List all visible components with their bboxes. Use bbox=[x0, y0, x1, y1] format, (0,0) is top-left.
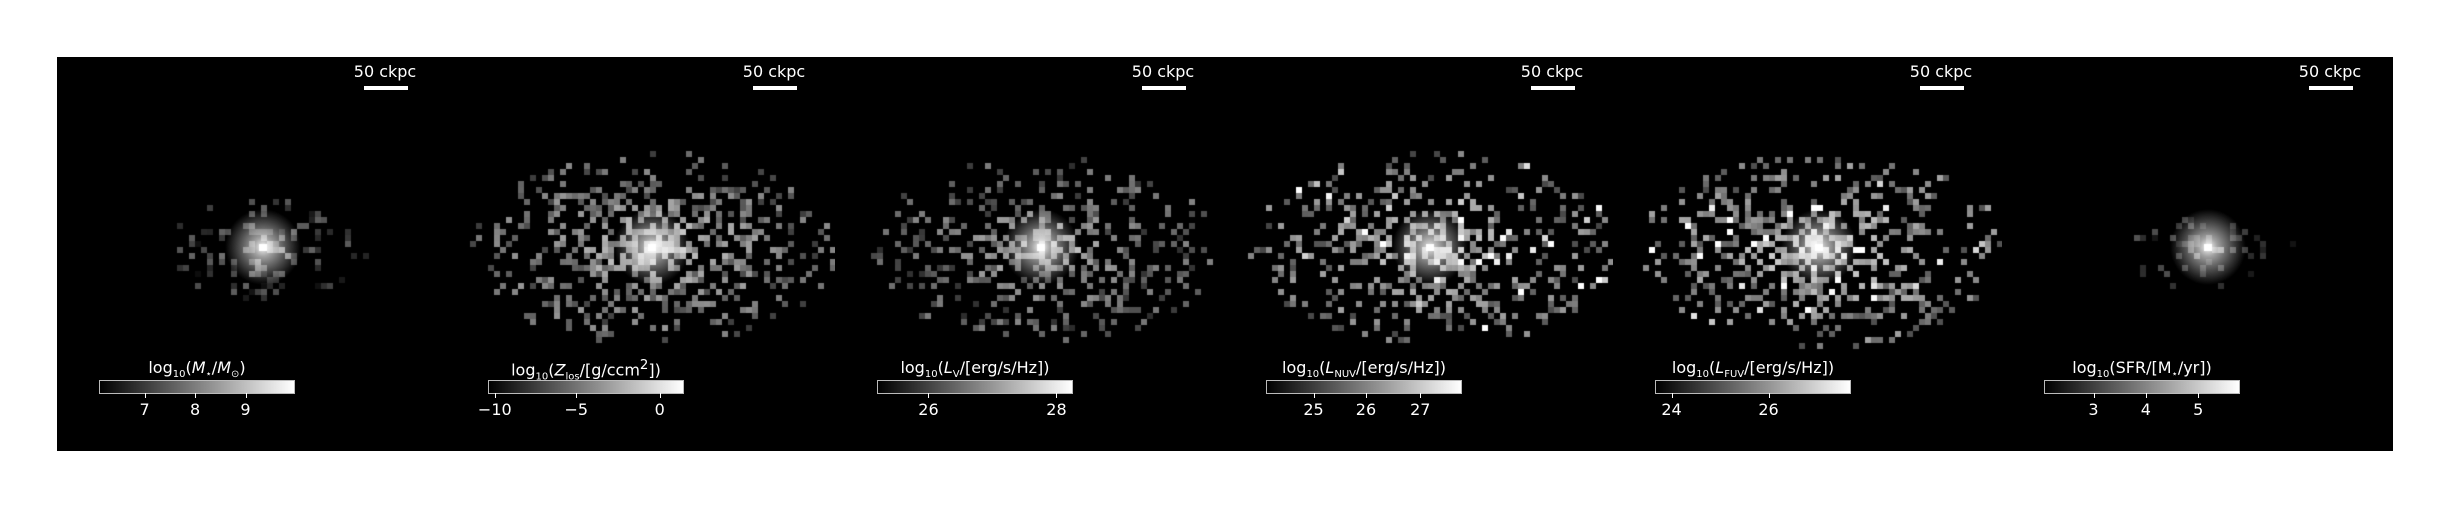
scale-bar-label: 50 ckpc bbox=[1520, 62, 1584, 81]
colorbar-tick-label: 25 bbox=[1303, 400, 1324, 419]
colorbar-tick-label: 3 bbox=[2088, 400, 2099, 419]
scale-bar-label: 50 ckpc bbox=[1131, 62, 1195, 81]
colorbar-tick bbox=[1671, 393, 1673, 398]
colorbar-label: log10(SFR/[M⋆/yr]) bbox=[2072, 358, 2212, 381]
map-panel-5: 50 ckpc log10(LFUV/[erg/s/Hz]) 24 26 bbox=[1613, 57, 2002, 451]
colorbar-label: log10(LNUV/[erg/s/Hz]) bbox=[1282, 358, 1446, 381]
colorbar-tick-label: 8 bbox=[189, 400, 201, 419]
colorbar-tick bbox=[659, 393, 661, 398]
colorbar-tick bbox=[144, 393, 146, 398]
colorbar-tick-label: 26 bbox=[918, 400, 939, 419]
colorbar-label: log10(LV/[erg/s/Hz]) bbox=[900, 358, 1050, 381]
colorbar-tick-label: 5 bbox=[2193, 400, 2204, 419]
colorbar-gradient bbox=[488, 380, 684, 394]
scale-bar bbox=[1142, 86, 1186, 90]
colorbar-tick-label: 26 bbox=[1355, 400, 1377, 419]
colorbar-tick-label: 28 bbox=[1046, 400, 1067, 419]
colorbar-tick-label: −10 bbox=[477, 400, 512, 419]
colorbar-tick-label: 26 bbox=[1758, 400, 1779, 419]
colorbar-tick bbox=[1420, 393, 1422, 398]
colorbar-gradient bbox=[1266, 380, 1462, 394]
colorbar-tick-label: −5 bbox=[564, 400, 589, 419]
scale-bar bbox=[364, 86, 408, 90]
scale-bar-label: 50 ckpc bbox=[2298, 62, 2362, 81]
colorbar-tick bbox=[928, 393, 930, 398]
scale-bar-label: 50 ckpc bbox=[1909, 62, 1973, 81]
colorbar-tick bbox=[2145, 393, 2147, 398]
map-panel-3: 50 ckpc log10(LV/[erg/s/Hz]) 26 28 bbox=[835, 57, 1224, 451]
colorbar-tick bbox=[1365, 393, 1367, 398]
colorbar-tick-label: 9 bbox=[240, 400, 251, 419]
scale-bar bbox=[753, 86, 797, 90]
map-panel-6: 50 ckpc log10(SFR/[M⋆/yr]) 3 4 5 bbox=[2002, 57, 2391, 451]
colorbar-label: log10(Zlos/[g/ccm2]) bbox=[511, 358, 661, 383]
map-panel-4: 50 ckpc log10(LNUV/[erg/s/Hz]) 25 26 27 bbox=[1224, 57, 1613, 451]
colorbar-tick bbox=[1056, 393, 1058, 398]
colorbar-tick bbox=[2093, 393, 2095, 398]
colorbar-tick bbox=[576, 393, 578, 398]
colorbar-gradient bbox=[2044, 380, 2240, 394]
colorbar-tick-label: 0 bbox=[654, 400, 665, 419]
colorbar-gradient bbox=[1655, 380, 1851, 394]
colorbar-tick bbox=[2198, 393, 2200, 398]
colorbar-tick-label: 7 bbox=[139, 400, 150, 419]
colorbar-tick-label: 4 bbox=[2140, 400, 2151, 419]
scale-bar bbox=[1920, 86, 1964, 90]
colorbar-gradient bbox=[99, 380, 295, 394]
image-strip: 50 ckpc log10(M⋆/M⊙) 7 8 9 50 ckpc log10(Zlos/… bbox=[57, 57, 2393, 451]
map-panel-2: 50 ckpc log10(Zlos/[g/ccm2]) −10 −5 0 bbox=[446, 57, 835, 451]
scale-bar-label: 50 ckpc bbox=[742, 62, 806, 81]
colorbar-label: log10(M⋆/M⊙) bbox=[148, 358, 246, 381]
scale-bar-label: 50 ckpc bbox=[353, 62, 417, 81]
scale-bar bbox=[1531, 86, 1575, 90]
map-panel-1: 50 ckpc log10(M⋆/M⊙) 7 8 9 bbox=[57, 57, 446, 451]
colorbar-tick bbox=[245, 393, 247, 398]
colorbar-tick bbox=[1768, 393, 1770, 398]
colorbar-tick bbox=[1313, 393, 1315, 398]
colorbar-label: log10(LFUV/[erg/s/Hz]) bbox=[1671, 358, 1835, 381]
colorbar-tick bbox=[195, 393, 197, 398]
colorbar-tick-label: 24 bbox=[1661, 400, 1682, 419]
scale-bar bbox=[2309, 86, 2353, 90]
colorbar-gradient bbox=[877, 380, 1073, 394]
colorbar-tick bbox=[494, 393, 496, 398]
colorbar-tick-label: 27 bbox=[1410, 400, 1431, 419]
